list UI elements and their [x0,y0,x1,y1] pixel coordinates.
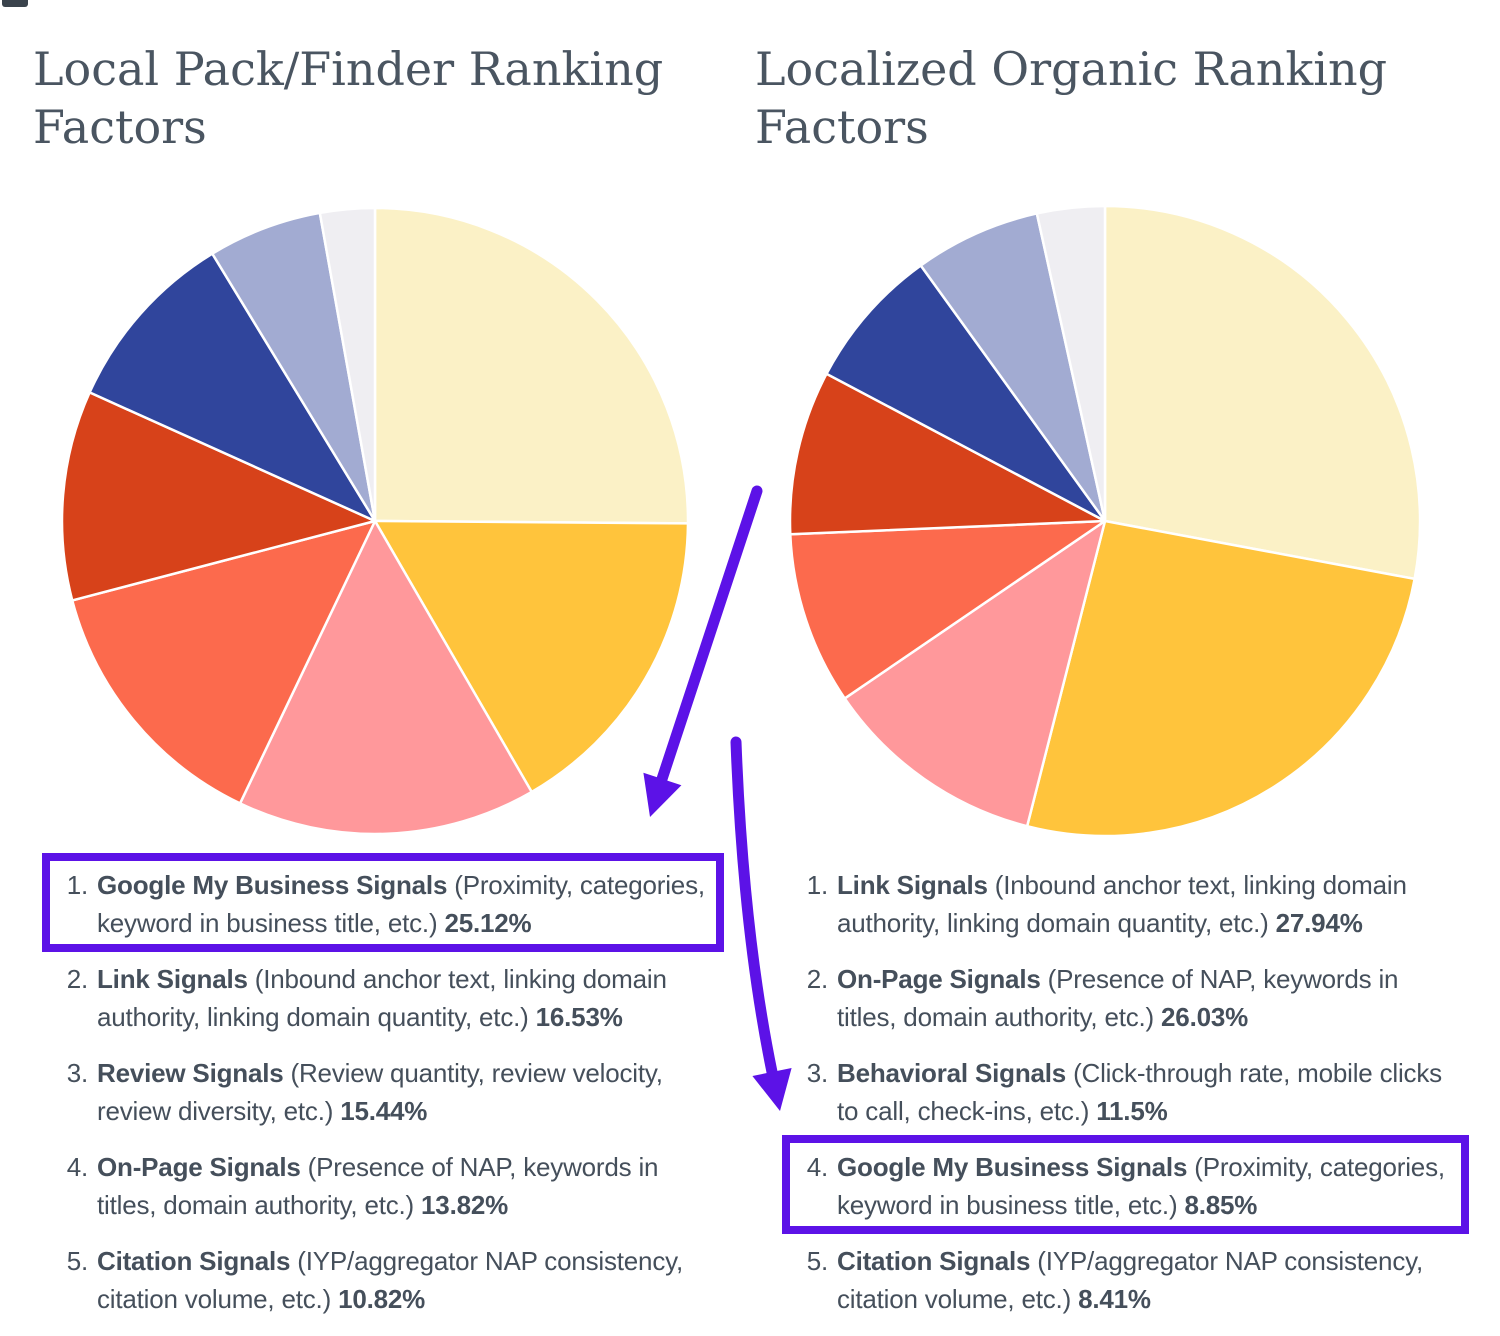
pie-slice-link-signals [1103,204,1422,581]
factor-detail: (Presence of NAP, keywords in titles, do… [97,1152,659,1220]
factor-name: Link Signals [837,870,988,900]
factor-text: Citation Signals (IYP/aggregator NAP con… [837,1246,1423,1314]
factor-rank: 2. [806,964,828,994]
cropped-edge-artifact [2,0,28,7]
factor-text: Google My Business Signals (Proximity, c… [97,870,705,938]
factor-text: Link Signals (Inbound anchor text, linki… [837,870,1407,938]
factor-name: On-Page Signals [837,964,1041,994]
factor-percent: 16.53% [535,1002,623,1032]
factor-rank: 5. [806,1246,828,1276]
pie-slice-google-my-business-signals [373,206,690,525]
pie-slice-unlabeled [88,252,377,523]
ranking-factor-item-2: 2. On-Page Signals (Presence of NAP, keyw… [797,960,1457,1036]
factor-percent: 26.03% [1161,1002,1249,1032]
factor-percent: 27.94% [1275,908,1363,938]
factor-detail: (IYP/aggregator NAP consistency, citatio… [837,1246,1424,1314]
pie-slice-review-signals [238,519,533,836]
factor-rank: 3. [66,1058,88,1088]
factor-name: Review Signals [97,1058,284,1088]
ranking-factor-item-1: 1. Link Signals (Inbound anchor text, lin… [797,866,1457,942]
factor-detail: (Proximity, categories, keyword in busin… [837,1152,1445,1220]
factor-text: On-Page Signals (Presence of NAP, keywor… [97,1152,658,1220]
factor-percent: 13.82% [421,1190,509,1220]
localized-organic-factor-list: 1. Link Signals (Inbound anchor text, lin… [782,866,1469,1336]
factor-text: Behavioral Signals (Click-through rate, … [837,1058,1442,1126]
factor-percent: 25.12% [444,908,532,938]
factor-name: Citation Signals [837,1246,1031,1276]
ranking-factor-item-1: 1. Google My Business Signals (Proximity,… [42,853,724,952]
factor-percent: 8.85% [1184,1190,1258,1220]
factor-rank: 4. [66,1152,88,1182]
factor-percent: 11.5% [1096,1096,1168,1126]
ranking-factor-item-3: 3. Review Signals (Review quantity, revie… [57,1054,712,1130]
pie-slice-unlabeled [919,212,1107,523]
pie-slice-behavioral-signals [843,519,1107,828]
pie-slice-unlabeled [1035,204,1107,523]
arrow-to-right-gmb-highlight [730,736,792,1111]
pie-slice-unlabeled [825,264,1107,523]
localized-organic-pie-chart [788,204,1422,838]
factor-detail: (IYP/aggregator NAP consistency, citatio… [97,1246,684,1314]
ranking-factor-item-2: 2. Link Signals (Inbound anchor text, lin… [57,960,712,1036]
factor-rank: 4. [806,1152,828,1182]
local-pack-pie-chart [60,206,690,836]
factor-name: On-Page Signals [97,1152,301,1182]
factor-name: Citation Signals [97,1246,291,1276]
right-chart-title: Localized Organic Ranking Factors [755,42,1388,154]
factor-detail: (Review quantity, review velocity, revie… [97,1058,663,1126]
factor-detail: (Inbound anchor text, linking domain aut… [837,870,1407,938]
factor-name: Google My Business Signals [837,1152,1188,1182]
local-pack-factor-list: 1. Google My Business Signals (Proximity,… [42,853,724,1336]
factor-rank: 3. [806,1058,828,1088]
factor-name: Link Signals [97,964,248,994]
ranking-factor-item-5: 5. Citation Signals (IYP/aggregator NAP c… [797,1242,1457,1318]
ranking-factor-item-5: 5. Citation Signals (IYP/aggregator NAP c… [57,1242,712,1318]
factor-percent: 15.44% [340,1096,428,1126]
factor-text: Google My Business Signals (Proximity, c… [837,1152,1445,1220]
factor-detail: (Inbound anchor text, linking domain aut… [97,964,667,1032]
arrow-shaft [730,736,778,1078]
pie-slice-on-page-signals [1025,519,1416,838]
factor-name: Google My Business Signals [97,870,448,900]
factor-detail: (Click-through rate, mobile clicks to ca… [837,1058,1442,1126]
pie-slice-on-page-signals [70,519,377,805]
factor-detail: (Presence of NAP, keywords in titles, do… [837,964,1399,1032]
factor-percent: 10.82% [338,1284,426,1314]
factor-rank: 1. [66,870,88,900]
factor-text: Review Signals (Review quantity, review … [97,1058,663,1126]
factor-text: Link Signals (Inbound anchor text, linki… [97,964,667,1032]
left-chart-title: Local Pack/Finder Ranking Factors [33,42,664,154]
factor-text: On-Page Signals (Presence of NAP, keywor… [837,964,1398,1032]
factor-rank: 2. [66,964,88,994]
arrow-head-icon [752,1068,792,1111]
ranking-factor-item-4: 4. On-Page Signals (Presence of NAP, keyw… [57,1148,712,1224]
ranking-factor-item-3: 3. Behavioral Signals (Click-through rate… [797,1054,1457,1130]
ranking-factor-item-4: 4. Google My Business Signals (Proximity,… [782,1135,1469,1234]
factor-name: Behavioral Signals [837,1058,1067,1088]
factor-percent: 8.41% [1078,1284,1151,1314]
factor-detail: (Proximity, categories, keyword in busin… [97,870,705,938]
pie-slice-citation-signals [60,391,377,602]
factor-rank: 1. [806,870,828,900]
factor-rank: 5. [66,1246,88,1276]
pie-slice-citation-signals [788,372,1107,536]
factor-text: Citation Signals (IYP/aggregator NAP con… [97,1246,683,1314]
pie-slice-google-my-business-signals [789,519,1107,700]
pie-slice-unlabeled [318,206,377,523]
